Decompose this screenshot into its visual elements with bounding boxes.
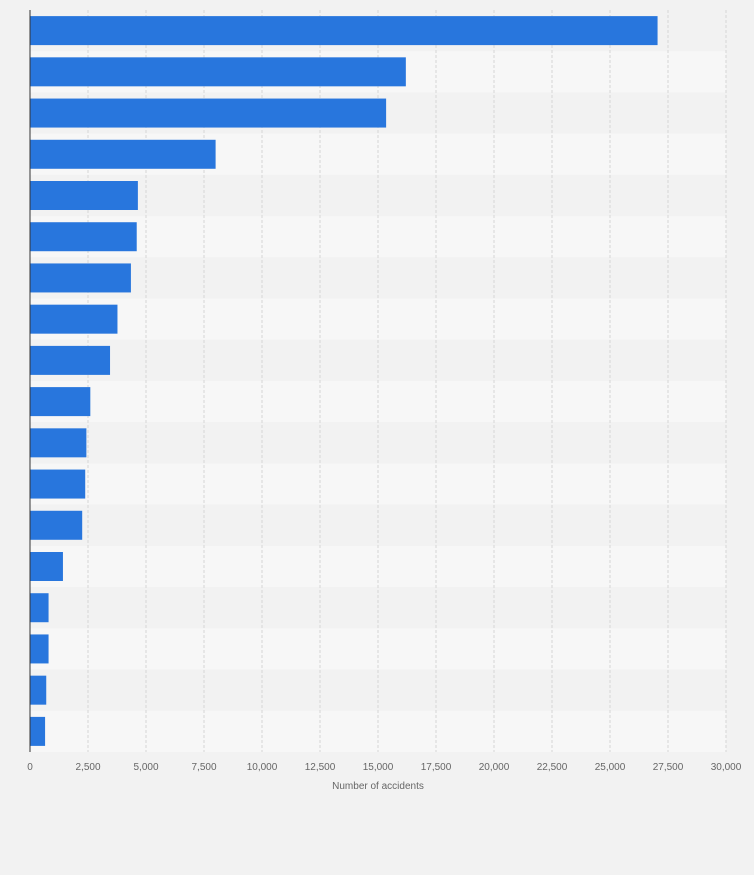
x-tick-label: 0 [27,762,33,773]
bar[interactable] [30,263,131,293]
x-tick-label: 30,000 [711,762,742,773]
bar[interactable] [30,428,87,458]
bar[interactable] [30,345,111,375]
x-tick-label: 27,500 [653,762,684,773]
bar[interactable] [30,469,86,499]
bar[interactable] [30,593,49,623]
bar[interactable] [30,634,49,664]
bar[interactable] [30,510,83,540]
row-band [30,628,726,670]
bar[interactable] [30,98,387,128]
bar[interactable] [30,16,658,46]
bar[interactable] [30,139,216,169]
x-tick-label: 5,000 [133,762,158,773]
bar[interactable] [30,387,91,417]
bar[interactable] [30,304,118,334]
x-axis-title: Number of accidents [332,781,424,792]
x-tick-label: 17,500 [421,762,452,773]
row-band [30,463,726,505]
bar[interactable] [30,675,47,705]
x-tick-label: 12,500 [305,762,336,773]
bar[interactable] [30,716,46,746]
gridlines [87,10,727,752]
x-tick-label: 25,000 [595,762,626,773]
bar[interactable] [30,57,406,87]
x-tick-label: 20,000 [479,762,510,773]
x-tick-label: 10,000 [247,762,278,773]
bar[interactable] [30,222,137,252]
x-tick-label: 2,500 [75,762,100,773]
x-tick-label: 15,000 [363,762,394,773]
x-tick-label: 22,500 [537,762,568,773]
row-band [30,298,726,340]
x-tick-labels: 0 2,500 5,000 7,500 10,000 12,500 15,000 17,500… [27,762,742,773]
bar[interactable] [30,181,138,210]
bars [30,16,658,746]
x-tick-label: 7,500 [191,762,216,773]
bar[interactable] [30,552,63,581]
